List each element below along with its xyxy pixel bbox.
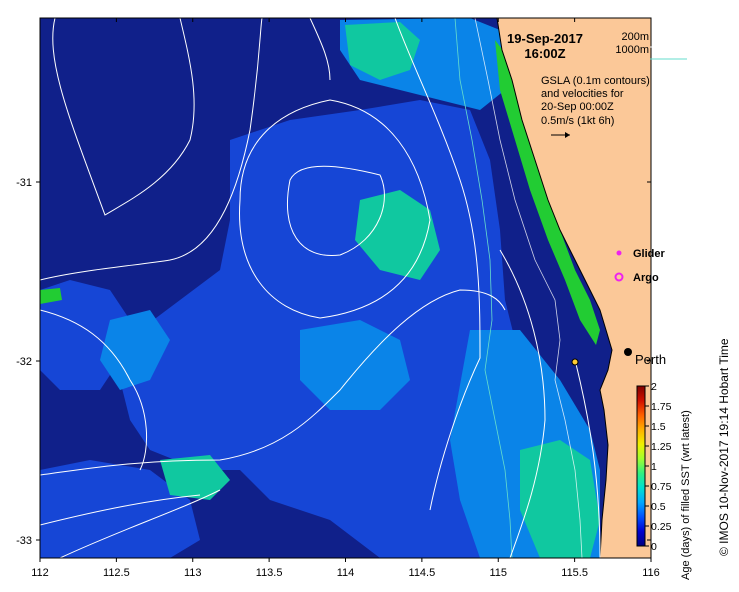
gsla-contour-8: [59, 489, 221, 558]
colorbar-tick-label: 0.25: [651, 521, 672, 533]
x-tick-label: 112: [31, 567, 49, 579]
gsla-note-line-2: and velocities for: [541, 88, 624, 100]
y-tick-label: -32: [16, 356, 32, 368]
bathymetry-contours: [454, 18, 583, 558]
y-axis: -31 -32 -33: [16, 177, 651, 547]
gsla-contour-2: [286, 165, 385, 257]
colorbar-tick-label: 1.75: [651, 401, 672, 413]
sst-patch-lightblue-mid: [300, 320, 410, 410]
sst-patch-cyan-center: [355, 190, 440, 280]
sst-patch-cyan-southwest: [160, 455, 230, 500]
gsla-note-line-1: GSLA (0.1m contours): [541, 75, 650, 87]
australia-land: [496, 18, 651, 558]
contour-200m: [474, 18, 583, 558]
perth-shore-feature: [571, 358, 579, 366]
gsla-contour-10: [499, 249, 546, 558]
depth-legend-1000m: 1000m: [615, 44, 649, 56]
x-tick-label: 114: [337, 567, 355, 579]
gsla-contour-4: [40, 18, 263, 281]
timestamp-time: 16:00Z: [524, 46, 565, 61]
gsla-contour-1: [52, 18, 195, 216]
perth-marker: [571, 348, 632, 366]
argo-label: Argo: [633, 272, 659, 284]
y-tick-label: -33: [16, 535, 32, 547]
colorbar-title: Age (days) of filled SST (wrt latest): [680, 410, 692, 580]
x-tick-label: 113.5: [256, 567, 283, 579]
colorbar-tick-label: 1: [651, 461, 657, 473]
x-tick-label: 116: [642, 567, 660, 579]
gsla-contours: [40, 18, 601, 558]
gsla-contour-11: [574, 359, 601, 558]
colorbar-tick-label: 1.25: [651, 441, 672, 453]
sst-patch-cyan-north: [345, 22, 420, 80]
contour-1000m: [454, 18, 513, 558]
x-tick-label: 114.5: [409, 567, 436, 579]
gsla-contour-6: [40, 289, 506, 476]
map-legend-block: 19-Sep-2017 16:00Z 200m 1000m GSLA (0.1m…: [507, 31, 687, 367]
gsla-contour-9: [394, 18, 481, 511]
x-tick-label: 115.5: [561, 567, 588, 579]
perth-label: Perth: [635, 352, 666, 367]
glider-label: Glider: [633, 248, 666, 260]
colorbar-tick-label: 1.5: [651, 421, 666, 433]
sst-patch-blue-south: [40, 460, 200, 558]
colorbar-tick-label: 0: [651, 541, 657, 553]
imos-credit: © IMOS 10-Nov-2017 19:14 Hobart Time: [717, 338, 731, 556]
y-tick-label: -31: [16, 177, 32, 189]
velocity-scale-arrow: [551, 132, 570, 138]
timestamp-date: 19-Sep-2017: [507, 31, 583, 46]
sst-patch-cyan-coast: [520, 440, 600, 558]
x-tick-label: 115: [489, 567, 507, 579]
argo-symbol: [614, 272, 624, 282]
gsla-contour-5: [40, 309, 148, 471]
glider-symbol: [616, 250, 622, 256]
gsla-contour-12: [309, 18, 331, 81]
x-axis: 112 112.5 113 113.5 114 114.5 115 115.5 116: [31, 18, 660, 579]
sst-patch-green-west: [40, 288, 62, 304]
sst-patch-lightblue-west: [100, 310, 170, 390]
gsla-note-line-3: 20-Sep 00:00Z: [541, 101, 614, 113]
gsla-contour-3: [239, 99, 431, 319]
colorbar-tick-label: 0.5: [651, 501, 666, 513]
colorbar-ticks: 2 1.75 1.5 1.25 1 0.75 0.5 0.25 0: [645, 381, 672, 553]
map-area: [40, 18, 651, 558]
sst-patches: [40, 18, 600, 558]
colorbar-scale: [636, 385, 646, 547]
x-tick-label: 112.5: [103, 567, 130, 579]
depth-legend-200m: 200m: [621, 31, 649, 43]
colorbar: 2 1.75 1.5 1.25 1 0.75 0.5 0.25 0 Age (days) of …: [636, 381, 692, 580]
gsla-contour-7: [40, 494, 201, 526]
colorbar-tick-label: 0.75: [651, 481, 672, 493]
gsla-note-line-4: 0.5m/s (1kt 6h): [541, 115, 614, 127]
colorbar-tick-label: 2: [651, 381, 657, 393]
x-tick-label: 113: [184, 567, 202, 579]
